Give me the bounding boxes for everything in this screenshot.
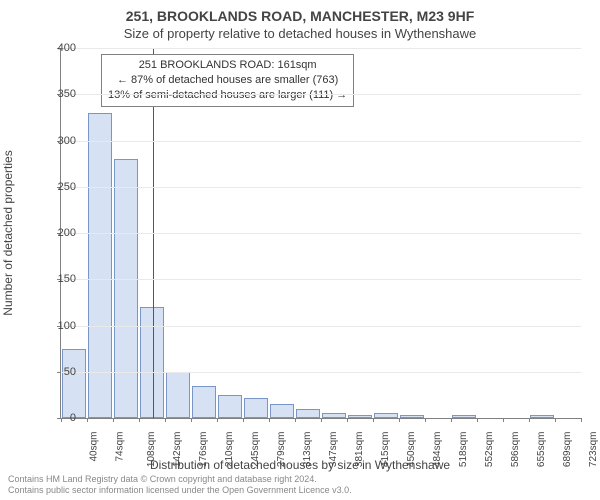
xtick-mark <box>399 418 400 422</box>
histogram-bar <box>244 398 267 418</box>
xtick-label: 74sqm <box>115 432 126 462</box>
ytick-label: 200 <box>42 227 76 239</box>
xtick-label: 415sqm <box>380 432 391 468</box>
xtick-label: 689sqm <box>562 432 573 468</box>
xtick-mark <box>87 418 88 422</box>
grid-line <box>61 326 581 327</box>
callout-line-2: ← 87% of detached houses are smaller (76… <box>108 73 347 88</box>
ytick-label: 0 <box>42 412 76 424</box>
xtick-mark <box>269 418 270 422</box>
histogram-bar <box>218 395 241 418</box>
xtick-mark <box>503 418 504 422</box>
histogram-bar <box>114 159 137 418</box>
histogram-bar <box>296 409 319 418</box>
callout-box: 251 BROOKLANDS ROAD: 161sqm ← 87% of det… <box>101 54 354 107</box>
attribution-line-2: Contains public sector information licen… <box>8 485 592 496</box>
xtick-label: 484sqm <box>432 432 443 468</box>
xtick-label: 279sqm <box>276 432 287 468</box>
grid-line <box>61 94 581 95</box>
attribution-line-1: Contains HM Land Registry data © Crown c… <box>8 474 592 485</box>
xtick-mark <box>347 418 348 422</box>
grid-line <box>61 372 581 373</box>
grid-line <box>61 279 581 280</box>
xtick-mark <box>165 418 166 422</box>
xtick-mark <box>217 418 218 422</box>
histogram-bar <box>62 349 85 418</box>
xtick-label: 347sqm <box>328 432 339 468</box>
property-size-chart: 251, BROOKLANDS ROAD, MANCHESTER, M23 9H… <box>0 0 600 500</box>
ytick-label: 50 <box>42 366 76 378</box>
chart-main-title: 251, BROOKLANDS ROAD, MANCHESTER, M23 9H… <box>0 8 600 24</box>
grid-line <box>61 233 581 234</box>
xtick-mark <box>477 418 478 422</box>
xtick-mark <box>581 418 582 422</box>
xtick-mark <box>373 418 374 422</box>
xtick-mark <box>295 418 296 422</box>
xtick-mark <box>321 418 322 422</box>
histogram-bar <box>348 415 371 418</box>
histogram-bar <box>322 413 345 418</box>
ytick-label: 400 <box>42 42 76 54</box>
ytick-label: 250 <box>42 181 76 193</box>
xtick-mark <box>243 418 244 422</box>
xtick-label: 245sqm <box>250 432 261 468</box>
ytick-label: 350 <box>42 88 76 100</box>
histogram-bar <box>192 386 215 418</box>
xtick-label: 108sqm <box>146 432 157 468</box>
xtick-mark <box>425 418 426 422</box>
chart-subtitle: Size of property relative to detached ho… <box>0 26 600 41</box>
xtick-label: 518sqm <box>458 432 469 468</box>
xtick-label: 450sqm <box>406 432 417 468</box>
xtick-label: 176sqm <box>198 432 209 468</box>
xtick-label: 381sqm <box>354 432 365 468</box>
ytick-label: 150 <box>42 273 76 285</box>
xtick-mark <box>451 418 452 422</box>
grid-line <box>61 187 581 188</box>
xtick-label: 723sqm <box>588 432 599 468</box>
xtick-label: 40sqm <box>89 432 100 462</box>
histogram-bar <box>374 413 397 418</box>
grid-line <box>61 141 581 142</box>
ytick-label: 100 <box>42 320 76 332</box>
histogram-bar <box>452 415 475 418</box>
callout-line-1: 251 BROOKLANDS ROAD: 161sqm <box>108 58 347 73</box>
y-axis-label: Number of detached properties <box>1 150 15 315</box>
xtick-mark <box>139 418 140 422</box>
xtick-label: 142sqm <box>172 432 183 468</box>
xtick-mark <box>529 418 530 422</box>
xtick-label: 210sqm <box>224 432 235 468</box>
xtick-label: 586sqm <box>510 432 521 468</box>
histogram-bar <box>166 372 189 418</box>
histogram-bar <box>140 307 163 418</box>
histogram-bar <box>400 415 423 418</box>
xtick-label: 655sqm <box>536 432 547 468</box>
histogram-bar <box>270 404 293 418</box>
xtick-label: 552sqm <box>484 432 495 468</box>
grid-line <box>61 48 581 49</box>
xtick-mark <box>191 418 192 422</box>
attribution-text: Contains HM Land Registry data © Crown c… <box>8 474 592 497</box>
ytick-label: 300 <box>42 135 76 147</box>
histogram-bar <box>530 415 553 418</box>
xtick-mark <box>113 418 114 422</box>
xtick-label: 313sqm <box>302 432 313 468</box>
plot-area: 251 BROOKLANDS ROAD: 161sqm ← 87% of det… <box>60 48 581 419</box>
xtick-mark <box>555 418 556 422</box>
